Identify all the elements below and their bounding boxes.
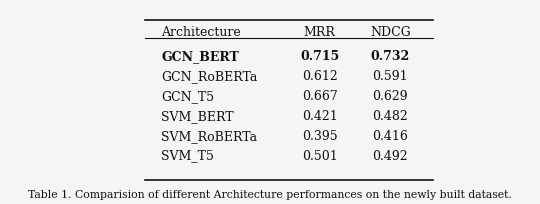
Text: 0.482: 0.482	[373, 109, 408, 122]
Text: 0.629: 0.629	[373, 90, 408, 103]
Text: SVM_RoBERTa: SVM_RoBERTa	[161, 129, 258, 142]
Text: 0.612: 0.612	[302, 70, 338, 83]
Text: 0.421: 0.421	[302, 109, 338, 122]
Text: 0.416: 0.416	[373, 129, 408, 142]
Text: SVM_T5: SVM_T5	[161, 149, 214, 162]
Text: 0.591: 0.591	[373, 70, 408, 83]
Text: 0.501: 0.501	[302, 149, 338, 162]
Text: 0.667: 0.667	[302, 90, 338, 103]
Text: GCN_RoBERTa: GCN_RoBERTa	[161, 70, 258, 83]
Text: 0.732: 0.732	[371, 50, 410, 63]
Text: SVM_BERT: SVM_BERT	[161, 109, 234, 122]
Text: 0.715: 0.715	[300, 50, 339, 63]
Text: GCN_BERT: GCN_BERT	[161, 50, 239, 63]
Text: 0.492: 0.492	[373, 149, 408, 162]
Text: Table 1. Comparision of different Architecture performances on the newly built d: Table 1. Comparision of different Archit…	[28, 189, 512, 199]
Text: GCN_T5: GCN_T5	[161, 90, 214, 103]
Text: MRR: MRR	[303, 26, 335, 39]
Text: Architecture: Architecture	[161, 26, 241, 39]
Text: 0.395: 0.395	[302, 129, 338, 142]
Text: NDCG: NDCG	[370, 26, 411, 39]
